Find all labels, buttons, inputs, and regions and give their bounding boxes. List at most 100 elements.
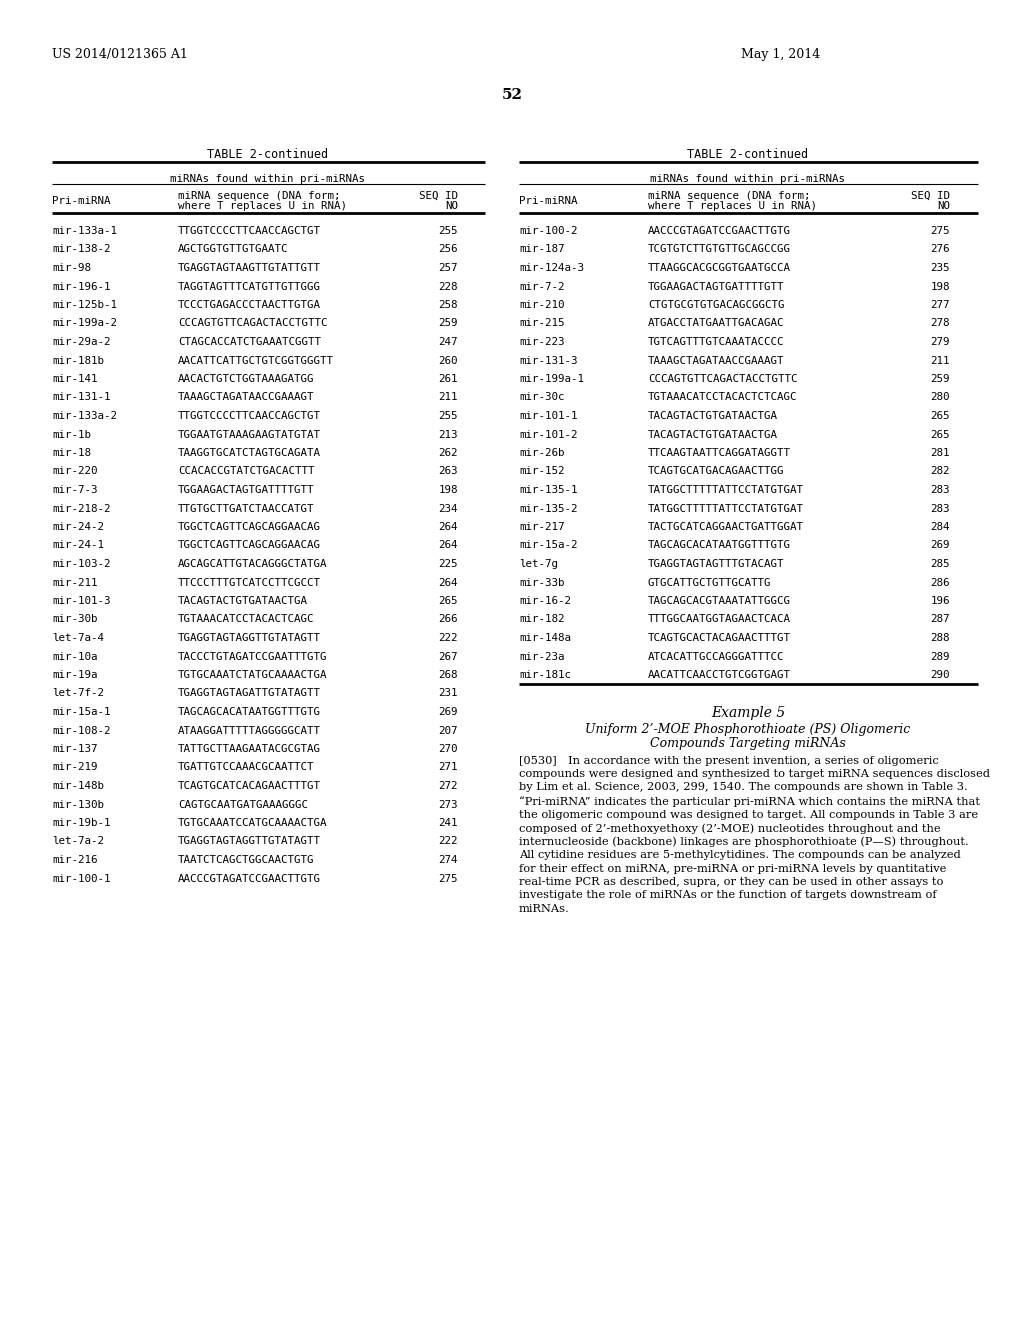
Text: SEQ ID: SEQ ID (419, 191, 458, 201)
Text: where T replaces U in RNA): where T replaces U in RNA) (648, 201, 817, 211)
Text: TCAGTGCATGACAGAACTTGG: TCAGTGCATGACAGAACTTGG (648, 466, 784, 477)
Text: TCCCTGAGACCCTAACTTGTGA: TCCCTGAGACCCTAACTTGTGA (178, 300, 321, 310)
Text: TGTAAACATCCTACACTCTCAGC: TGTAAACATCCTACACTCTCAGC (648, 392, 798, 403)
Text: TGGAAGACTAGTGATTTTGTT: TGGAAGACTAGTGATTTTGTT (178, 484, 314, 495)
Text: CCCAGTGTTCAGACTACCTGTTC: CCCAGTGTTCAGACTACCTGTTC (648, 374, 798, 384)
Text: 261: 261 (438, 374, 458, 384)
Text: CTAGCACCATCTGAAATCGGTT: CTAGCACCATCTGAAATCGGTT (178, 337, 321, 347)
Text: TABLE 2-continued: TABLE 2-continued (208, 148, 329, 161)
Text: 264: 264 (438, 521, 458, 532)
Text: ATCACATTGCCAGGGATTTCC: ATCACATTGCCAGGGATTTCC (648, 652, 784, 661)
Text: ATGACCTATGAATTGACAGAC: ATGACCTATGAATTGACAGAC (648, 318, 784, 329)
Text: 290: 290 (931, 671, 950, 680)
Text: mir-219: mir-219 (52, 763, 97, 772)
Text: by Lim et al. Science, 2003, 299, 1540. The compounds are shown in Table 3.: by Lim et al. Science, 2003, 299, 1540. … (519, 783, 968, 792)
Text: 265: 265 (438, 597, 458, 606)
Text: mir-220: mir-220 (52, 466, 97, 477)
Text: Compounds Targeting miRNAs: Compounds Targeting miRNAs (650, 737, 846, 750)
Text: mir-1b: mir-1b (52, 429, 91, 440)
Text: 259: 259 (438, 318, 458, 329)
Text: mir-141: mir-141 (52, 374, 97, 384)
Text: TACAGTACTGTGATAACTGA: TACAGTACTGTGATAACTGA (648, 429, 778, 440)
Text: 259: 259 (931, 374, 950, 384)
Text: CCACACCGTATCTGACACTTT: CCACACCGTATCTGACACTTT (178, 466, 314, 477)
Text: 260: 260 (438, 355, 458, 366)
Text: compounds were designed and synthesized to target miRNA sequences disclosed: compounds were designed and synthesized … (519, 770, 990, 779)
Text: mir-187: mir-187 (519, 244, 564, 255)
Text: TGAGGTAGTAGGTTGTATAGTT: TGAGGTAGTAGGTTGTATAGTT (178, 634, 321, 643)
Text: mir-30c: mir-30c (519, 392, 564, 403)
Text: TTGGTCCCCTTCAACCAGCTGT: TTGGTCCCCTTCAACCAGCTGT (178, 226, 321, 236)
Text: TAATCTCAGCTGGCAACTGTG: TAATCTCAGCTGGCAACTGTG (178, 855, 314, 865)
Text: TABLE 2-continued: TABLE 2-continued (687, 148, 809, 161)
Text: mir-108-2: mir-108-2 (52, 726, 111, 735)
Text: mir-23a: mir-23a (519, 652, 564, 661)
Text: internucleoside (backbone) linkages are phosphorothioate (P—S) throughout.: internucleoside (backbone) linkages are … (519, 837, 969, 847)
Text: miRNAs.: miRNAs. (519, 904, 569, 913)
Text: mir-181b: mir-181b (52, 355, 104, 366)
Text: TTCAAGTAATTCAGGATAGGTT: TTCAAGTAATTCAGGATAGGTT (648, 447, 791, 458)
Text: 235: 235 (931, 263, 950, 273)
Text: mir-18: mir-18 (52, 447, 91, 458)
Text: 258: 258 (438, 300, 458, 310)
Text: miRNA sequence (DNA form;: miRNA sequence (DNA form; (648, 191, 811, 201)
Text: mir-210: mir-210 (519, 300, 564, 310)
Text: investigate the role of miRNAs or the function of targets downstream of: investigate the role of miRNAs or the fu… (519, 891, 937, 900)
Text: 255: 255 (438, 226, 458, 236)
Text: 241: 241 (438, 818, 458, 828)
Text: TGGAAGACTAGTGATTTTGTT: TGGAAGACTAGTGATTTTGTT (648, 281, 784, 292)
Text: mir-148a: mir-148a (519, 634, 571, 643)
Text: TATGGCTTTTTATTCCTATGTGAT: TATGGCTTTTTATTCCTATGTGAT (648, 503, 804, 513)
Text: TCGTGTCTTGTGTTGCAGCCGG: TCGTGTCTTGTGTTGCAGCCGG (648, 244, 791, 255)
Text: mir-15a-1: mir-15a-1 (52, 708, 111, 717)
Text: TTAAGGCACGCGGTGAATGCCA: TTAAGGCACGCGGTGAATGCCA (648, 263, 791, 273)
Text: TGAGGTAGTAGTTTGTACAGT: TGAGGTAGTAGTTTGTACAGT (648, 558, 784, 569)
Text: NO: NO (937, 201, 950, 211)
Text: 266: 266 (438, 615, 458, 624)
Text: TTGTGCTTGATCTAACCATGT: TTGTGCTTGATCTAACCATGT (178, 503, 314, 513)
Text: 231: 231 (438, 689, 458, 698)
Text: 275: 275 (438, 874, 458, 883)
Text: AGCAGCATTGTACAGGGCTATGA: AGCAGCATTGTACAGGGCTATGA (178, 558, 328, 569)
Text: mir-199a-1: mir-199a-1 (519, 374, 584, 384)
Text: AACACTGTCTGGTAAAGATGG: AACACTGTCTGGTAAAGATGG (178, 374, 314, 384)
Text: TCAGTGCATCACAGAACTTTGT: TCAGTGCATCACAGAACTTTGT (178, 781, 321, 791)
Text: TAAGGTGCATCTAGTGCAGATA: TAAGGTGCATCTAGTGCAGATA (178, 447, 321, 458)
Text: 207: 207 (438, 726, 458, 735)
Text: 265: 265 (931, 411, 950, 421)
Text: the oligomeric compound was designed to target. All compounds in Table 3 are: the oligomeric compound was designed to … (519, 809, 978, 820)
Text: real-time PCR as described, supra, or they can be used in other assays to: real-time PCR as described, supra, or th… (519, 876, 943, 887)
Text: mir-19b-1: mir-19b-1 (52, 818, 111, 828)
Text: 283: 283 (931, 503, 950, 513)
Text: TGTCAGTTTGTCAAATACCCC: TGTCAGTTTGTCAAATACCCC (648, 337, 784, 347)
Text: mir-124a-3: mir-124a-3 (519, 263, 584, 273)
Text: mir-130b: mir-130b (52, 800, 104, 809)
Text: TTCCCTTTGTCATCCTTCGCCT: TTCCCTTTGTCATCCTTCGCCT (178, 578, 321, 587)
Text: 283: 283 (931, 484, 950, 495)
Text: 264: 264 (438, 578, 458, 587)
Text: 263: 263 (438, 466, 458, 477)
Text: mir-216: mir-216 (52, 855, 97, 865)
Text: mir-7-2: mir-7-2 (519, 281, 564, 292)
Text: [0530] In accordance with the present invention, a series of oligomeric: [0530] In accordance with the present in… (519, 755, 939, 766)
Text: 257: 257 (438, 263, 458, 273)
Text: mir-7-3: mir-7-3 (52, 484, 97, 495)
Text: miRNAs found within pri-miRNAs: miRNAs found within pri-miRNAs (171, 174, 366, 183)
Text: 222: 222 (438, 837, 458, 846)
Text: AACCCGTAGATCCGAACTTGTG: AACCCGTAGATCCGAACTTGTG (178, 874, 321, 883)
Text: TCAGTGCACTACAGAACTTTGT: TCAGTGCACTACAGAACTTTGT (648, 634, 791, 643)
Text: TAGCAGCACATAATGGTTTGTG: TAGCAGCACATAATGGTTTGTG (178, 708, 321, 717)
Text: 286: 286 (931, 578, 950, 587)
Text: mir-100-1: mir-100-1 (52, 874, 111, 883)
Text: 211: 211 (931, 355, 950, 366)
Text: mir-15a-2: mir-15a-2 (519, 540, 578, 550)
Text: 284: 284 (931, 521, 950, 532)
Text: mir-217: mir-217 (519, 521, 564, 532)
Text: let-7a-4: let-7a-4 (52, 634, 104, 643)
Text: 256: 256 (438, 244, 458, 255)
Text: 275: 275 (931, 226, 950, 236)
Text: TAAAGCTAGATAACCGAAAGT: TAAAGCTAGATAACCGAAAGT (178, 392, 314, 403)
Text: CTGTGCGTGTGACAGCGGCTG: CTGTGCGTGTGACAGCGGCTG (648, 300, 784, 310)
Text: 52: 52 (502, 88, 522, 102)
Text: TACAGTACTGTGATAACTGA: TACAGTACTGTGATAACTGA (178, 597, 308, 606)
